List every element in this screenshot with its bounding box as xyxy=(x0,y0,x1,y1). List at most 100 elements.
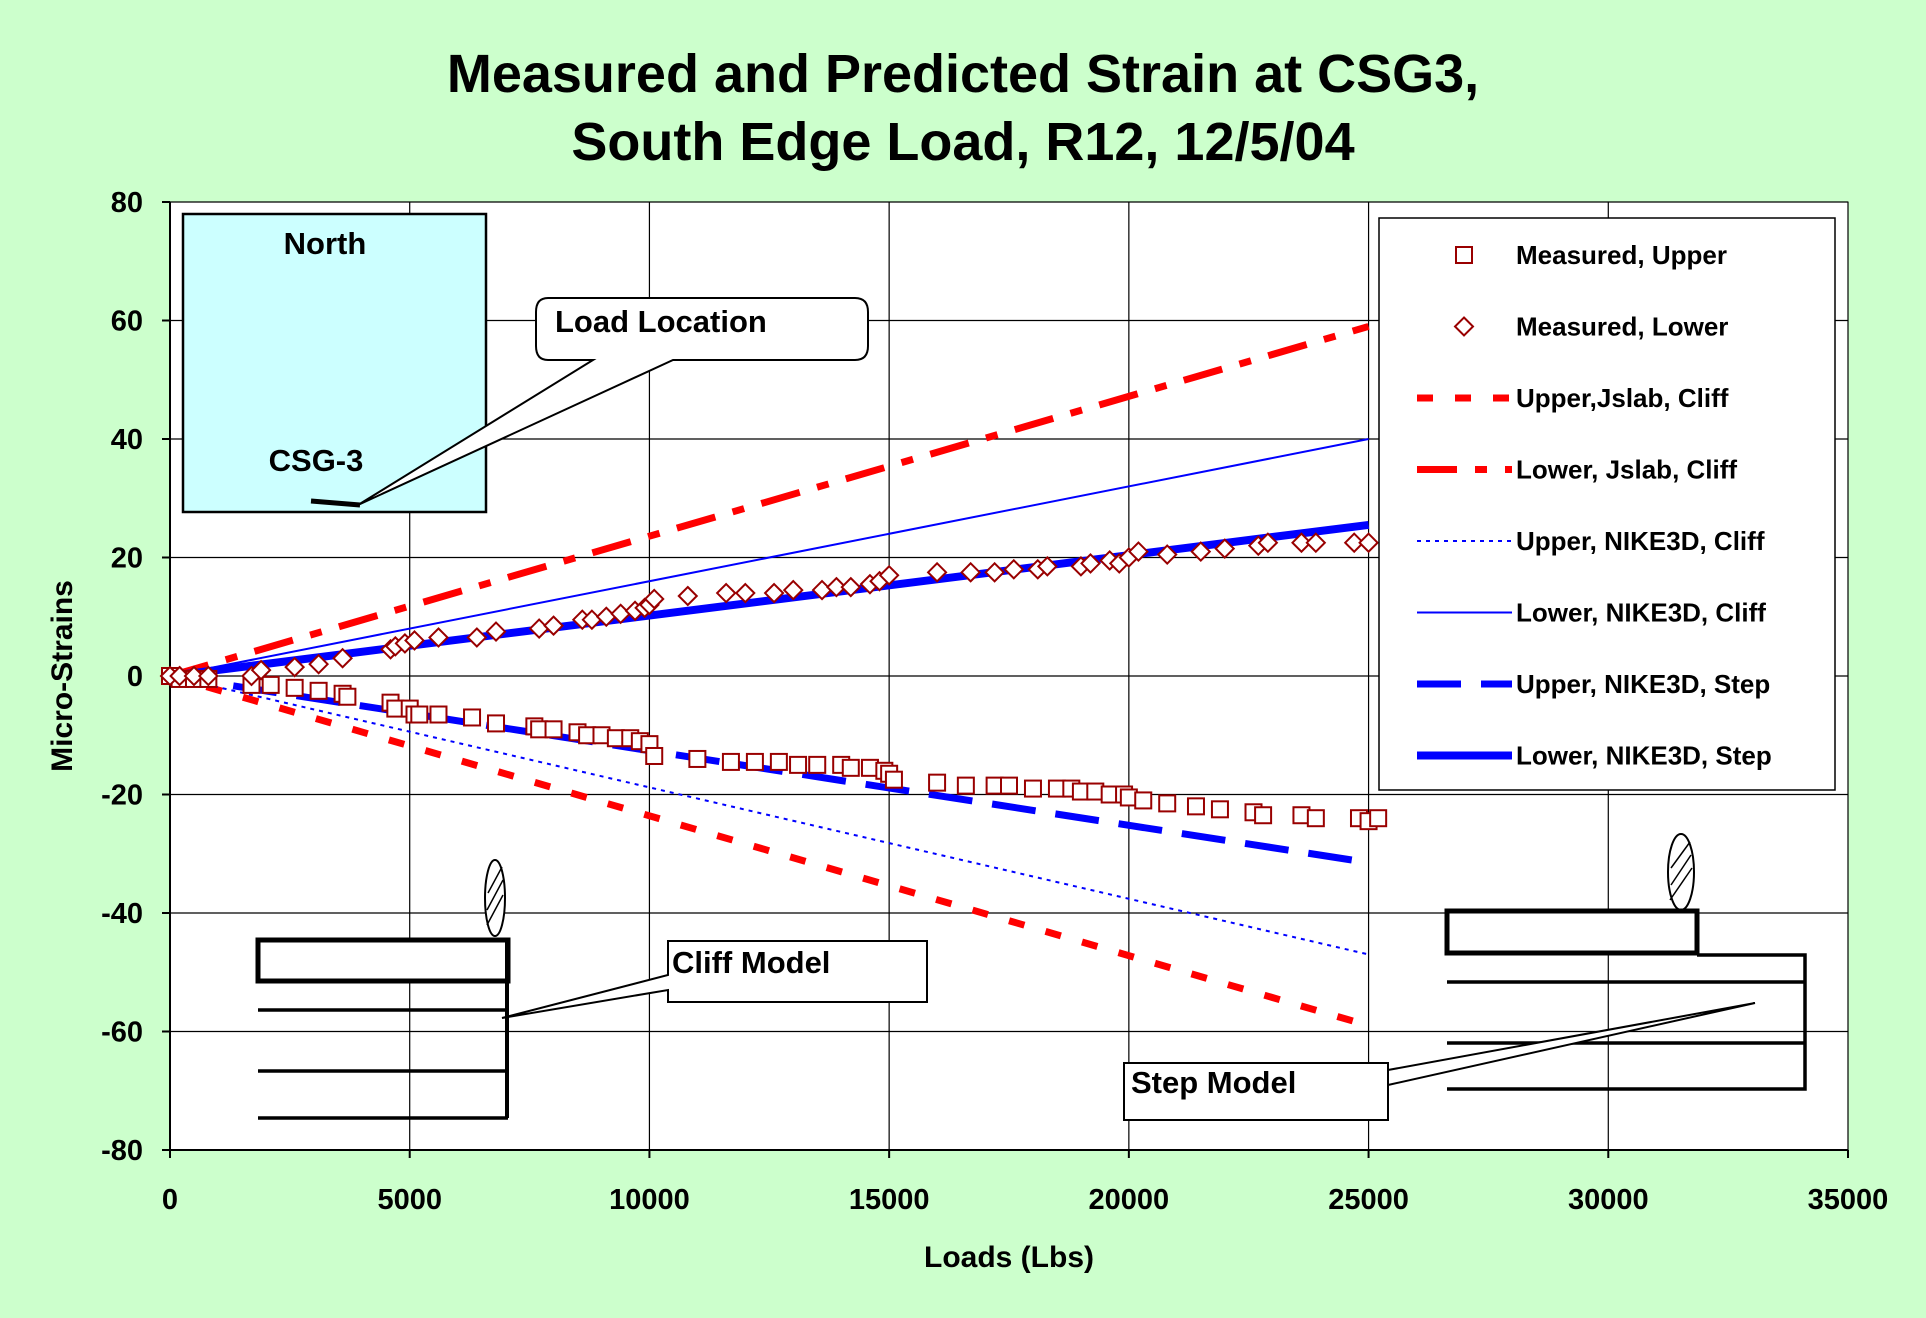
data-point-measured-lower xyxy=(1305,532,1327,554)
data-point-measured-upper xyxy=(745,752,764,771)
data-point-measured-upper xyxy=(429,705,448,724)
csg3-label: CSG-3 xyxy=(269,443,364,478)
x-tick-labels: 0 5000 10000 15000 20000 25000 30000 35000 xyxy=(162,1184,1888,1216)
data-point-measured-lower xyxy=(1080,553,1101,574)
data-point-measured-lower xyxy=(466,627,488,648)
step-model-label: Step Model xyxy=(1131,1065,1296,1100)
y-tick-label: -40 xyxy=(101,898,143,930)
series-line-lower-jslab-cliff xyxy=(169,323,1370,680)
legend-marker-measured-upper xyxy=(1455,246,1473,264)
data-point-measured-upper xyxy=(410,705,429,724)
x-tick-label: 35000 xyxy=(1808,1184,1889,1216)
data-point-measured-lower xyxy=(428,627,449,648)
step-load-hatch xyxy=(1670,854,1692,886)
north-label: North xyxy=(284,226,367,261)
data-point-measured-upper xyxy=(1134,791,1153,810)
data-point-measured-lower xyxy=(250,659,272,681)
data-point-measured-lower xyxy=(878,564,900,586)
step-load-hatch xyxy=(1669,867,1693,901)
cliff-load-hatch xyxy=(486,894,504,926)
data-point-measured-lower xyxy=(1358,532,1379,554)
data-point-measured-upper xyxy=(285,678,304,697)
load-location-label: Load Location xyxy=(555,304,767,339)
data-point-measured-lower xyxy=(677,585,699,607)
data-point-measured-lower xyxy=(404,630,425,651)
data-point-measured-upper xyxy=(956,776,975,795)
series-line-upper-nike3d-cliff xyxy=(169,675,1369,956)
data-point-measured-lower xyxy=(1003,558,1025,580)
chart-title-line-1: Measured and Predicted Strain at CSG3, xyxy=(447,44,1479,104)
legend-label-lower-jslab-cliff: Lower, Jslab, Cliff xyxy=(1516,455,1737,485)
csg3-gauge-mark xyxy=(310,498,361,508)
data-point-measured-upper xyxy=(1023,779,1042,798)
legend-label-upper-nike3d-step: Upper, NIKE3D, Step xyxy=(1516,669,1770,699)
x-tick-label: 20000 xyxy=(1089,1184,1170,1216)
series-line-upper-nike3d-step xyxy=(169,672,1370,867)
data-point-measured-upper xyxy=(841,758,860,777)
cliff-load-icon xyxy=(484,859,506,937)
data-point-measured-lower xyxy=(763,582,785,604)
data-point-measured-lower xyxy=(734,582,756,604)
data-point-measured-upper xyxy=(1254,806,1273,825)
data-point-measured-upper xyxy=(487,714,506,733)
cliff-model-diagram xyxy=(255,859,511,1120)
data-point-measured-lower xyxy=(485,621,507,642)
y-tick-label: -80 xyxy=(101,1135,143,1167)
data-point-measured-upper xyxy=(808,755,827,774)
chart-title-line-2: South Edge Load, R12, 12/5/04 xyxy=(571,112,1354,172)
x-tick-label: 0 xyxy=(162,1184,178,1216)
data-point-measured-lower xyxy=(1036,555,1058,577)
legend: Measured, Upper Measured, Lower Upper,Jsla… xyxy=(1417,240,1772,771)
y-tick-labels: 80 60 40 20 0 -20 -40 -60 -80 xyxy=(101,187,143,1167)
y-tick-label: 0 xyxy=(127,661,143,693)
y-axis-label: Micro-Strains xyxy=(46,580,79,772)
data-point-measured-upper xyxy=(1306,809,1325,828)
data-point-measured-lower xyxy=(1343,532,1365,554)
legend-marker-measured-lower xyxy=(1453,316,1475,337)
x-tick-label: 15000 xyxy=(849,1184,930,1216)
data-point-measured-lower xyxy=(926,561,948,583)
data-point-measured-upper xyxy=(463,708,482,727)
cliff-slab xyxy=(255,937,511,984)
data-point-measured-upper xyxy=(688,749,707,768)
x-tick-label: 25000 xyxy=(1328,1184,1409,1216)
x-tick-label: 10000 xyxy=(609,1184,690,1216)
data-point-measured-upper xyxy=(1158,794,1177,813)
load-location-callout xyxy=(357,297,869,506)
series-line-upper-jslab-cliff xyxy=(169,672,1370,1029)
legend-label-upper-nike3d-cliff: Upper, NIKE3D, Cliff xyxy=(1516,526,1765,556)
step-slab xyxy=(1444,908,1700,956)
legend-box xyxy=(1378,217,1836,791)
data-point-measured-lower xyxy=(1156,544,1178,565)
data-point-measured-lower xyxy=(782,579,804,601)
data-point-measured-upper xyxy=(338,687,357,706)
legend-label-measured-lower: Measured, Lower xyxy=(1516,312,1728,342)
x-tick-label: 5000 xyxy=(377,1184,442,1216)
legend-label-upper-jslab-cliff: Upper,Jslab, Cliff xyxy=(1516,383,1729,413)
legend-label-lower-nike3d-cliff: Lower, NIKE3D, Cliff xyxy=(1516,598,1766,628)
cliff-load-hatch xyxy=(487,866,503,894)
data-point-measured-upper xyxy=(1000,776,1018,795)
data-point-measured-lower xyxy=(1257,532,1279,554)
data-point-measured-upper xyxy=(1186,797,1205,816)
data-point-measured-upper xyxy=(721,752,740,771)
x-tick-label: 30000 xyxy=(1568,1184,1649,1216)
data-point-measured-upper xyxy=(1210,800,1229,819)
data-point-measured-lower xyxy=(308,653,330,675)
data-point-measured-upper xyxy=(261,675,280,694)
data-point-measured-lower xyxy=(1214,538,1236,560)
series-line-lower-nike3d-cliff xyxy=(169,438,1369,677)
data-point-measured-upper xyxy=(645,746,664,765)
legend-label-measured-upper: Measured, Upper xyxy=(1516,240,1727,270)
data-point-measured-lower xyxy=(169,665,191,687)
step-outline xyxy=(1447,953,1807,1091)
data-point-measured-lower xyxy=(183,665,205,687)
y-tick-label: -60 xyxy=(101,1017,143,1049)
series-layer xyxy=(159,323,1388,1029)
data-point-measured-lower xyxy=(1190,541,1212,562)
data-point-measured-lower xyxy=(984,561,1006,583)
data-point-measured-upper xyxy=(789,755,808,774)
data-point-measured-lower xyxy=(960,561,982,583)
data-point-measured-lower xyxy=(715,582,737,604)
data-point-measured-lower xyxy=(284,656,306,678)
